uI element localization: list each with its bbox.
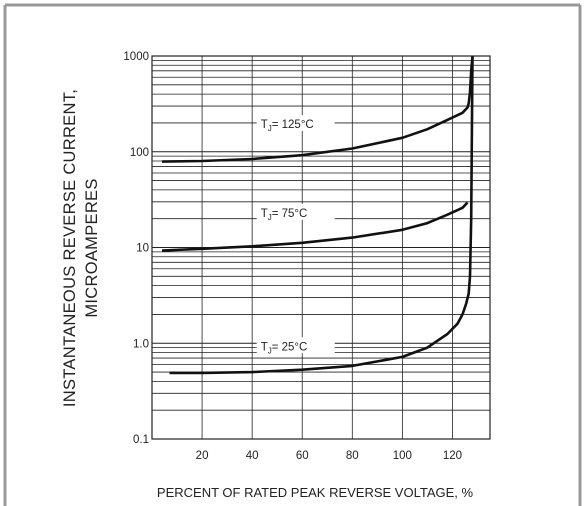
- series-label-text: TJ= 75°C: [261, 208, 308, 222]
- x-tick-label: 60: [296, 450, 309, 462]
- x-tick-labels: 20 40 60 80 100 120: [196, 450, 462, 462]
- y-tick-labels: 1000 100 10 1.0 0.1: [123, 51, 149, 446]
- series-label-0: TJ= 125°C: [256, 114, 335, 133]
- curves: [161, 55, 474, 375]
- y-tick-label: 10: [136, 243, 149, 255]
- series-label-2: TJ= 25°C: [256, 337, 335, 355]
- series-curve-2: [169, 55, 474, 375]
- y-axis-label-line2: MICROAMPERES: [83, 178, 101, 317]
- y-tick-label: 0.1: [133, 434, 149, 446]
- y-axis-label-line1: INSTANTANEOUS REVERSE CURRENT,: [61, 89, 79, 407]
- x-tick-label: 100: [393, 450, 412, 462]
- y-tick-label: 1.0: [133, 338, 149, 350]
- x-tick-label: 40: [246, 450, 259, 462]
- series-label-1: TJ= 75°C: [256, 203, 335, 222]
- series-label-bg: [256, 203, 335, 220]
- x-tick-label: 20: [196, 450, 209, 462]
- plot-area: [151, 55, 491, 440]
- series-label-text: TJ= 25°C: [261, 341, 308, 355]
- x-tick-label: 80: [346, 450, 359, 462]
- y-tick-label: 1000: [123, 51, 149, 63]
- x-tick-label: 120: [443, 450, 462, 462]
- series-curve-0: [161, 55, 474, 163]
- series-curve-1: [161, 201, 469, 252]
- y-tick-label: 100: [130, 147, 149, 159]
- x-axis-label: PERCENT OF RATED PEAK REVERSE VOLTAGE, %: [157, 485, 474, 500]
- series-label-bg: [256, 337, 335, 354]
- curve-labels: TJ= 125°C TJ= 75°C TJ= 25°C: [256, 114, 335, 355]
- plot-border: [151, 55, 491, 440]
- series-label-text: TJ= 125°C: [261, 119, 314, 133]
- series-label-bg: [256, 114, 335, 131]
